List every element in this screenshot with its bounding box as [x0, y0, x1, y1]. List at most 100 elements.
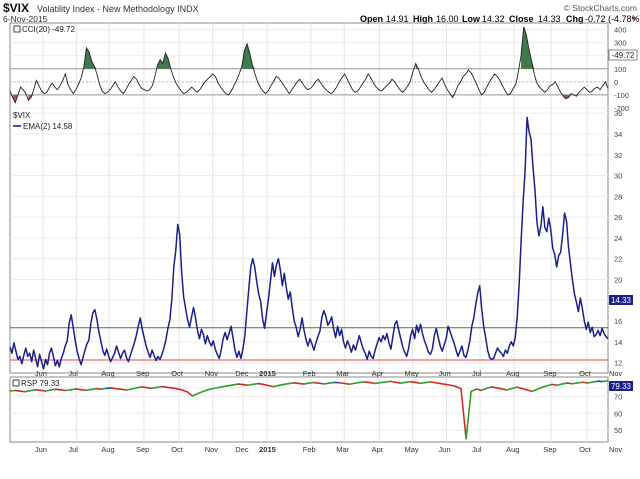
rsp-segment — [358, 381, 366, 384]
rsp-segment — [196, 390, 204, 395]
rsp-segment — [191, 392, 199, 397]
y-tick-label: 300 — [614, 39, 627, 48]
x-tick-label: Jul — [472, 445, 482, 454]
rsp-segment — [546, 383, 554, 387]
chg-value: -0.72 (-4.78%) — [585, 14, 640, 24]
x-tick-label: Sep — [136, 445, 149, 454]
rsp-segment — [90, 387, 97, 391]
close-value: 14.33 — [538, 14, 561, 24]
cci-last-marker: -49.72 — [608, 49, 638, 61]
vix-legend-ema: EMA(2) 14.58 — [23, 122, 73, 131]
cci-panel — [9, 26, 609, 104]
x-tick-label: Mar — [336, 445, 349, 454]
x-tick-label: Mar — [336, 369, 349, 378]
vix-last-value: 14.33 — [611, 296, 632, 305]
cci-last-box — [608, 49, 638, 61]
rsp-segment — [399, 381, 407, 384]
x-tick-label: Jul — [68, 369, 78, 378]
x-tick-label: May — [404, 369, 418, 378]
rsp-segment — [247, 383, 255, 387]
rsp-segment — [59, 389, 67, 392]
rsp-segment — [561, 382, 569, 385]
vix-last-box — [609, 295, 633, 305]
rsp-segment — [176, 388, 184, 391]
rsp-segment — [156, 385, 163, 389]
rsp-segment — [460, 388, 467, 440]
x-tick-label: Aug — [101, 369, 114, 378]
x-tick-label: Jun — [439, 445, 451, 454]
rsp-segment — [495, 387, 503, 390]
rsp-last-marker: 79.33 — [609, 381, 633, 391]
rsp-segment — [252, 382, 260, 386]
rsp-segment — [298, 382, 305, 385]
y-tick-label: -100 — [614, 91, 629, 100]
rsp-segment — [308, 381, 315, 384]
y-tick-label: 70 — [614, 392, 622, 401]
rsp-segment — [171, 387, 179, 390]
rsp-segment — [353, 381, 361, 385]
rsp-segment — [39, 389, 47, 392]
y-tick-label: -200 — [614, 104, 629, 113]
rsp-segment — [531, 388, 538, 393]
rsp-segment — [536, 386, 543, 391]
chg-label: Chg — [566, 14, 584, 24]
x-tick-label: Aug — [101, 445, 114, 454]
cci-line — [9, 26, 609, 104]
rsp-segment — [272, 384, 280, 388]
x-tick-label: Nov — [205, 369, 219, 378]
rsp-segment — [201, 389, 209, 393]
rsp-segment — [475, 388, 483, 392]
rsp-segment — [292, 382, 300, 385]
rsp-segment — [379, 381, 386, 384]
rsp-segment — [242, 383, 249, 387]
rsp-segment — [237, 383, 244, 386]
rsp-segment — [500, 388, 508, 391]
y-tick-label: 28 — [614, 192, 622, 201]
rsp-segment — [232, 383, 239, 386]
x-tick-label: Dec — [235, 445, 249, 454]
x-tick-label: Sep — [543, 445, 556, 454]
x-tick-label: Aug — [506, 369, 519, 378]
rsp-segment — [24, 389, 32, 393]
rsp-segment — [75, 388, 82, 391]
x-tick-label: Feb — [303, 445, 316, 454]
rsp-segment — [49, 388, 57, 391]
rsp-segment — [9, 389, 16, 392]
y-tick-label: 34 — [614, 130, 622, 139]
x-tick-label: Nov — [609, 369, 623, 378]
rsp-segment — [505, 387, 513, 391]
x-tick-label: Jun — [439, 369, 451, 378]
x-tick-label: Jun — [35, 445, 47, 454]
rsp-segment — [485, 386, 493, 390]
x-tick-label: Oct — [579, 445, 592, 454]
rsp-segment — [566, 382, 574, 385]
x-tick-label: Aug — [506, 445, 519, 454]
x-tick-label: Oct — [171, 369, 184, 378]
rsp-segment — [161, 385, 168, 389]
rsp-segment — [44, 389, 52, 392]
low-value: 14.32 — [482, 14, 505, 24]
rsp-segment — [115, 387, 123, 391]
rsp-segment — [602, 379, 609, 383]
x-tick-label: 2015 — [259, 369, 276, 378]
rsp-segment — [515, 386, 523, 390]
down-arrow-icon — [632, 17, 636, 21]
rsp-segment — [556, 383, 564, 387]
high-value: 16.00 — [436, 14, 459, 24]
rsp-segment — [130, 387, 138, 390]
x-tick-label: Apr — [372, 445, 384, 454]
rsp-segment — [586, 381, 594, 384]
cci-oversold-fill — [12, 94, 18, 103]
vix-legend: $VIX EMA(2) 14.58 — [13, 111, 73, 131]
x-tick-label: Oct — [171, 445, 184, 454]
cci-last-value: -49.72 — [612, 51, 635, 60]
stockcharts-watermark: © StockCharts.com — [564, 3, 637, 13]
rsp-segment — [404, 380, 412, 384]
rsp-panel — [9, 379, 609, 440]
y-tick-label: 26 — [614, 213, 622, 222]
rsp-legend: RSP 79.33 — [12, 379, 60, 388]
chart-date: 6-Nov-2015 — [3, 14, 48, 24]
x-tick-label: Dec — [235, 369, 249, 378]
rsp-segment — [262, 383, 270, 387]
x-tick-label: May — [404, 445, 418, 454]
